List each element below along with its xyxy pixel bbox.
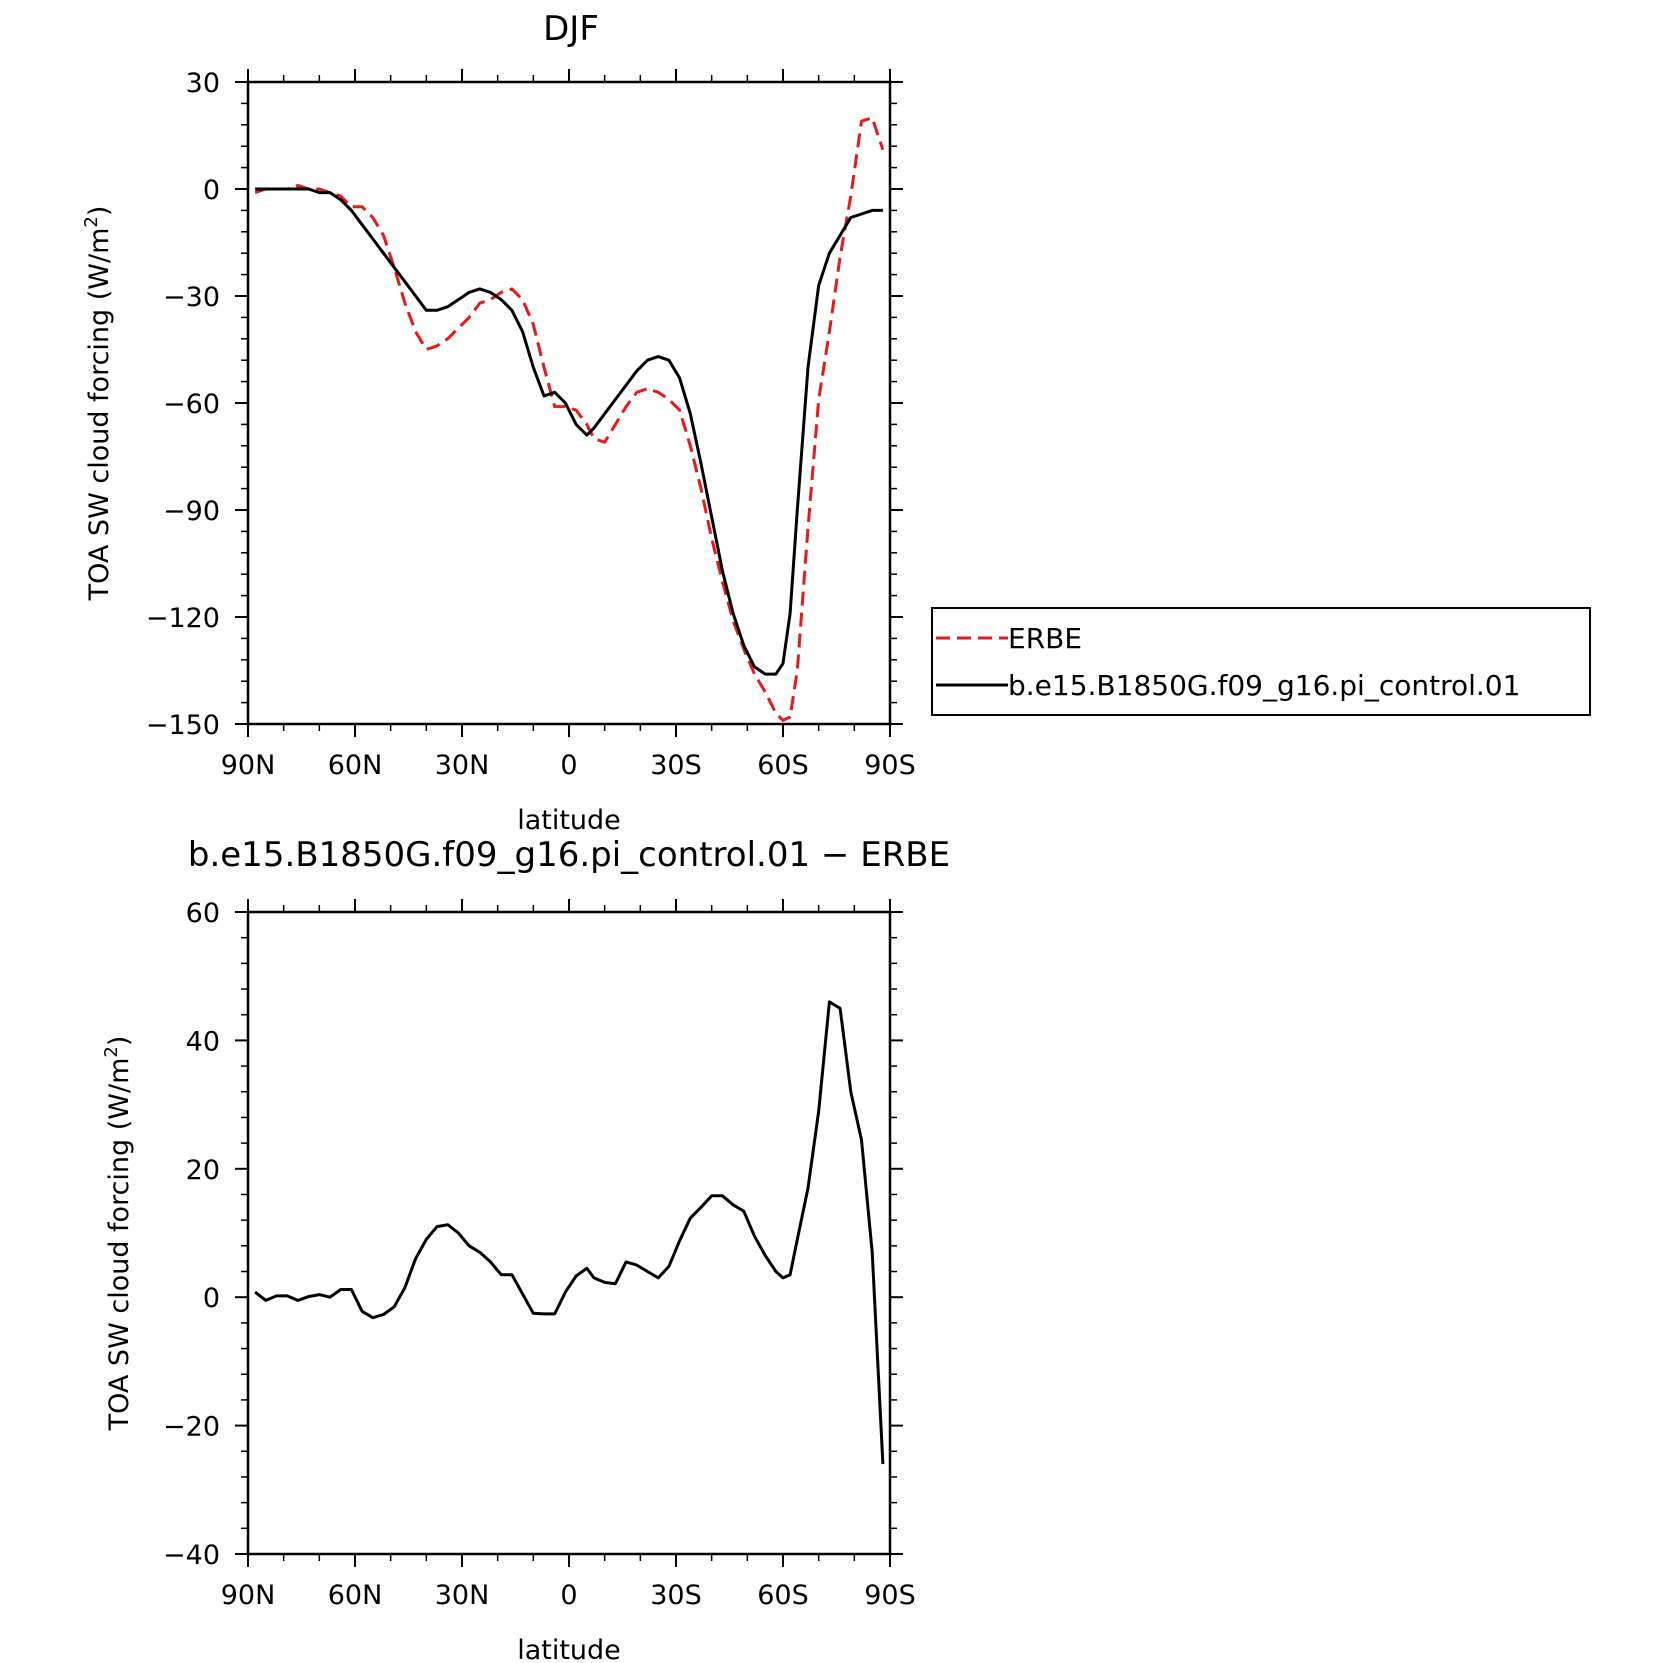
top-x-tick-label: 30S <box>650 750 702 781</box>
bottom-x-axis-label: latitude <box>517 1635 621 1663</box>
top-y-axis-label-tail: ) <box>84 206 115 217</box>
bottom-plot-frame <box>246 910 892 1556</box>
bottom-x-tick-label: 90N <box>221 1580 276 1611</box>
bottom-y-tick-label: −20 <box>163 1412 220 1443</box>
legend: ERBE b.e15.B1850G.f09_g16.pi_control.01 <box>931 607 1591 716</box>
bottom-chart-title: b.e15.B1850G.f09_g16.pi_control.01 − ERB… <box>188 835 950 875</box>
top-panel: DJF 90N 60N 30N 0 30S 60S 90S 30 0 −30 −60 −90 −120 −… <box>81 9 916 836</box>
top-chart-title: DJF <box>543 9 599 49</box>
top-x-tick-label: 60S <box>757 750 809 781</box>
bottom-y-axis-label-main: TOA SW cloud forcing (W/m <box>104 1058 135 1432</box>
bottom-y-tick-label: −40 <box>163 1540 220 1571</box>
bottom-y-tick-label: 60 <box>186 898 220 929</box>
top-plot-frame <box>246 80 892 726</box>
legend-label-model: b.e15.B1850G.f09_g16.pi_control.01 <box>1008 669 1520 702</box>
top-y-tick-label: −90 <box>163 496 220 527</box>
bottom-panel: b.e15.B1850G.f09_g16.pi_control.01 − ERB… <box>101 835 950 1663</box>
legend-label-erbe: ERBE <box>1008 622 1082 655</box>
bottom-series-line-0 <box>254 1000 885 1465</box>
top-x-axis-label: latitude <box>517 805 621 836</box>
top-y-axis-label-sup: 2 <box>81 216 102 227</box>
bottom-plot-area <box>254 1000 885 1465</box>
top-y-axis-label: TOA SW cloud forcing (W/m2) <box>81 206 115 602</box>
bottom-y-tick-label: 20 <box>186 1155 220 1186</box>
bottom-axis-ticks: 90N 60N 30N 0 30S 60S 90S 60 40 20 0 −20 −40 <box>163 898 916 1611</box>
top-x-tick-label: 90S <box>864 750 916 781</box>
bottom-y-axis-label-tail: ) <box>104 1036 135 1047</box>
bottom-x-tick-label: 30S <box>650 1580 702 1611</box>
top-plot-area <box>254 116 885 722</box>
top-y-tick-label: −150 <box>146 710 220 741</box>
top-y-axis-label-main: TOA SW cloud forcing (W/m <box>84 228 115 602</box>
top-x-tick-label: 90N <box>221 750 276 781</box>
top-y-tick-label: −120 <box>146 603 220 634</box>
bottom-y-axis-label-sup: 2 <box>101 1046 122 1057</box>
top-y-tick-label: −30 <box>163 282 220 313</box>
bottom-x-tick-label: 90S <box>864 1580 916 1611</box>
top-y-tick-label: −60 <box>163 389 220 420</box>
bottom-x-tick-label: 60S <box>757 1580 809 1611</box>
bottom-y-axis-label: TOA SW cloud forcing (W/m2) <box>101 1036 135 1432</box>
top-y-tick-label: 0 <box>203 175 220 206</box>
bottom-y-tick-label: 40 <box>186 1026 220 1057</box>
legend-box <box>931 607 1591 716</box>
top-x-tick-label: 60N <box>328 750 383 781</box>
top-x-tick-label: 0 <box>560 750 577 781</box>
bottom-x-tick-label: 60N <box>328 1580 383 1611</box>
top-axis-ticks: 90N 60N 30N 0 30S 60S 90S 30 0 −30 −60 −90 −120 −150 <box>146 68 916 781</box>
top-series-line-0 <box>254 116 885 722</box>
bottom-x-tick-label: 30N <box>435 1580 490 1611</box>
top-y-tick-label: 30 <box>186 68 220 99</box>
bottom-y-tick-label: 0 <box>203 1283 220 1314</box>
top-series-line-1 <box>255 187 883 676</box>
top-x-tick-label: 30N <box>435 750 490 781</box>
bottom-x-tick-label: 0 <box>560 1580 577 1611</box>
